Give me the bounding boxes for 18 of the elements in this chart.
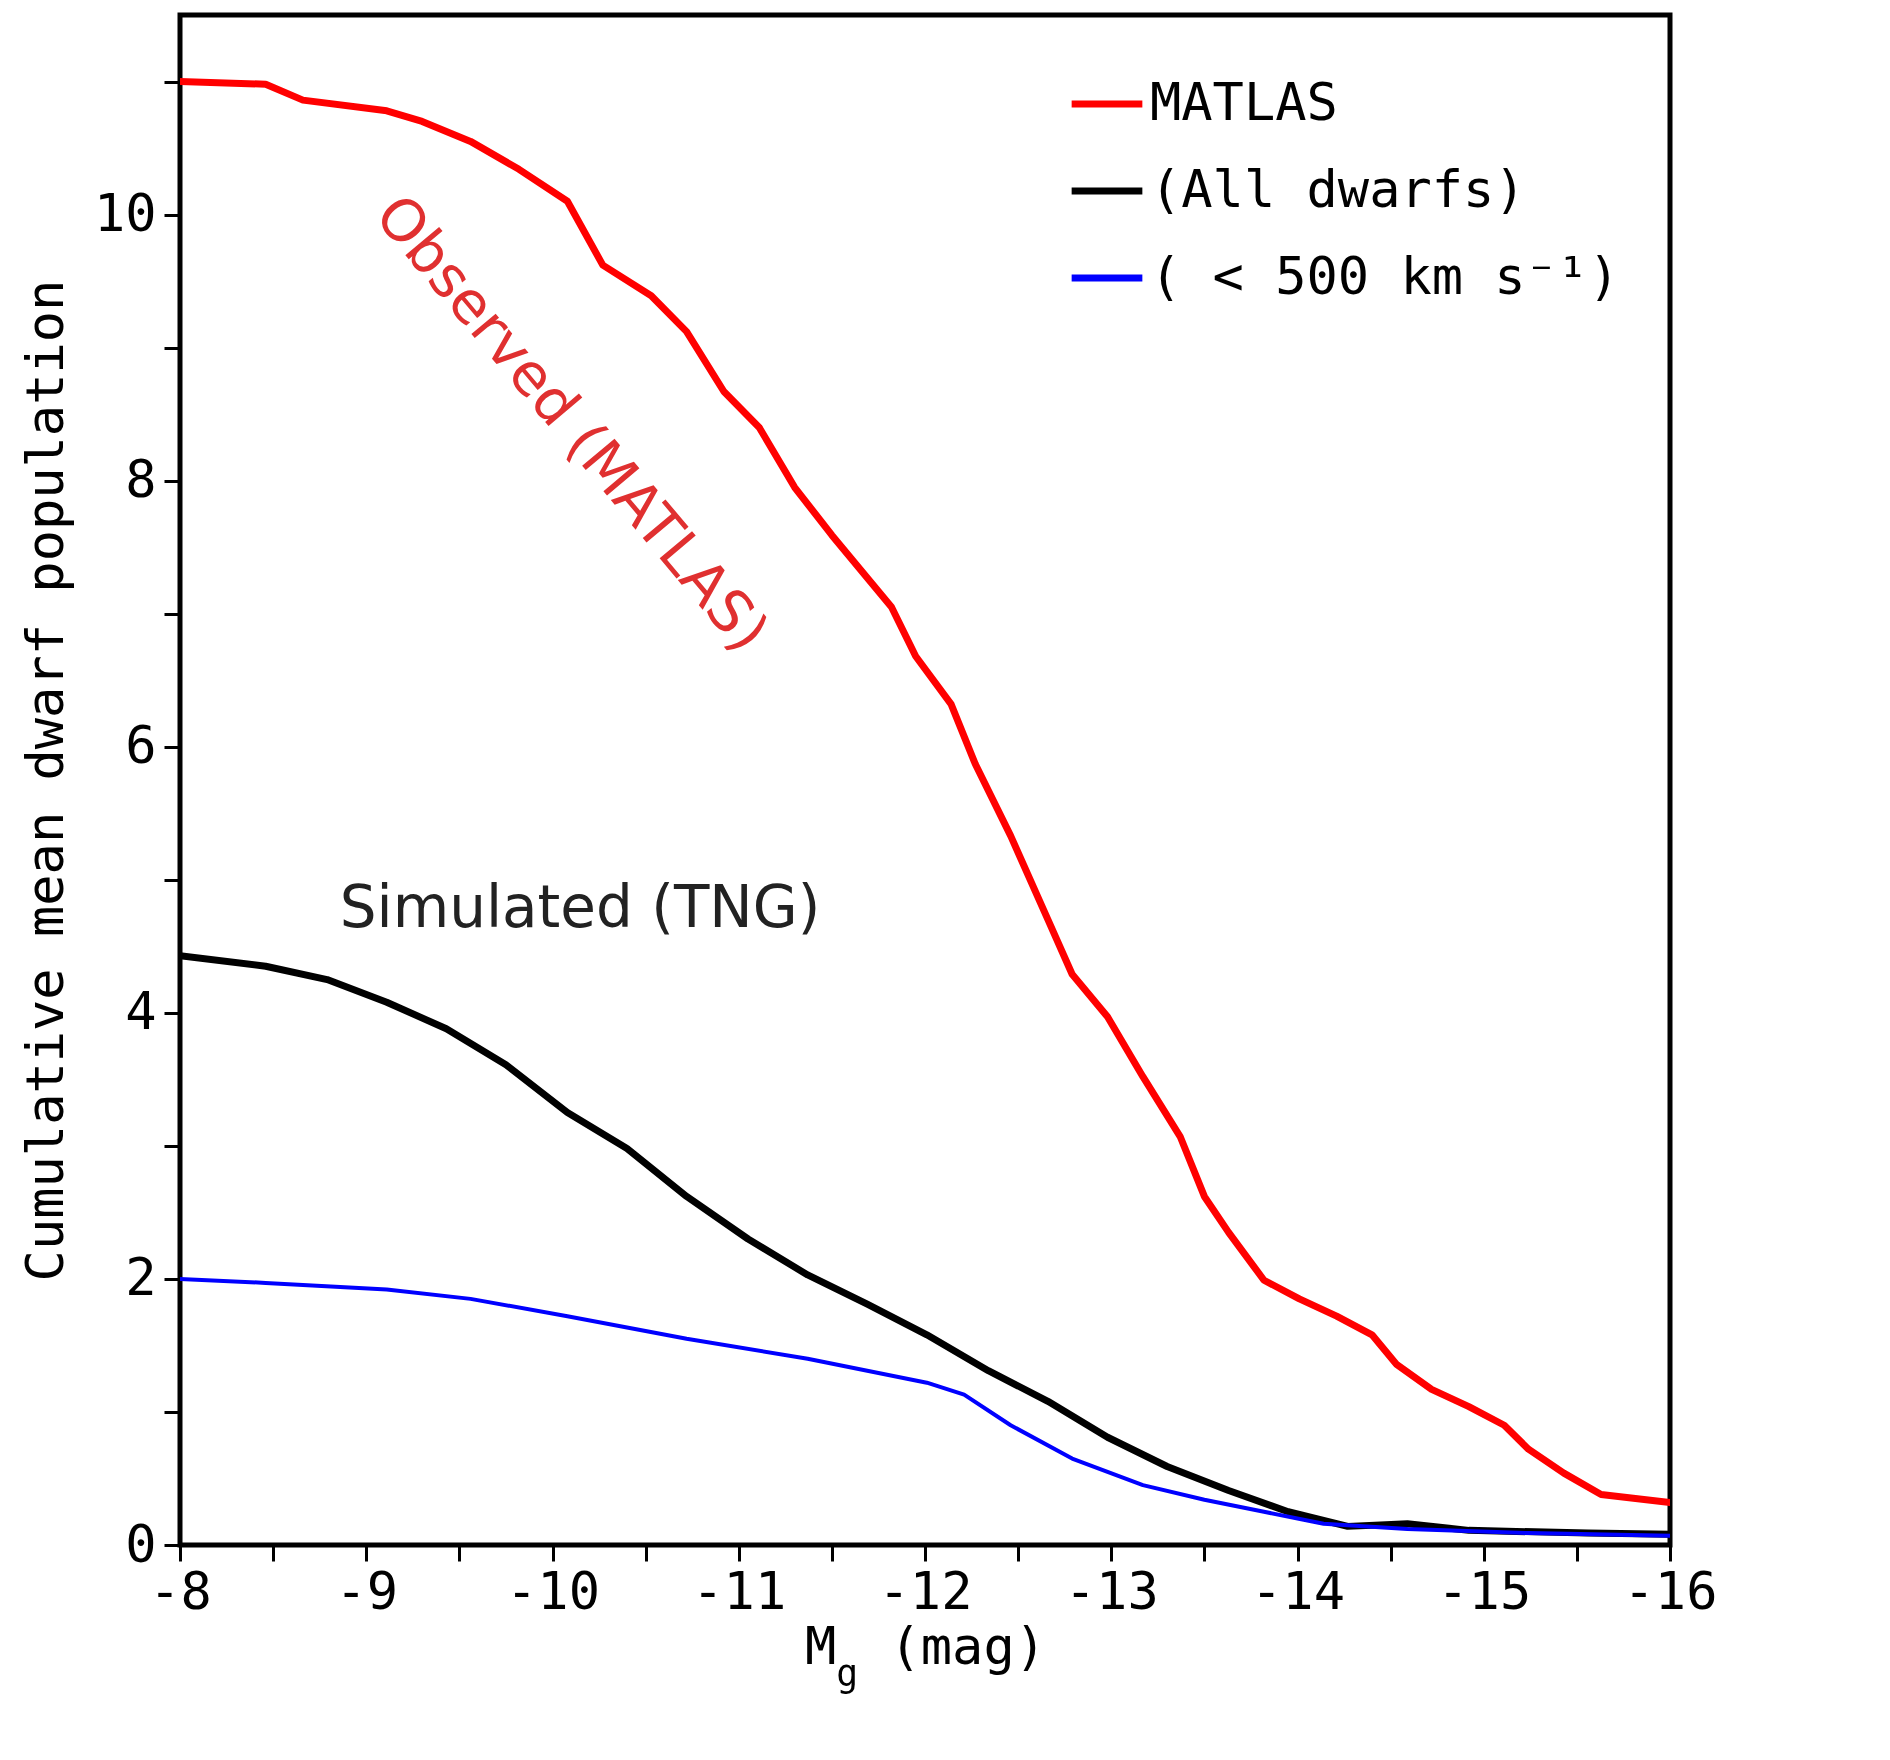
x-tick-label: -16 <box>1623 1560 1718 1621</box>
legend-label: MATLAS <box>1150 72 1338 132</box>
x-tick-label: -13 <box>1064 1560 1159 1621</box>
y-tick-label: 2 <box>125 1247 157 1308</box>
x-tick-label: -14 <box>1251 1560 1345 1621</box>
legend-label: ( < 500 km s⁻¹) <box>1150 246 1620 306</box>
y-tick-label: 6 <box>125 715 157 776</box>
y-tick-label: 4 <box>125 981 157 1042</box>
y-tick-label: 8 <box>125 449 157 510</box>
annotation: Simulated (TNG) <box>339 873 821 941</box>
x-tick-label: -11 <box>692 1560 787 1621</box>
x-tick-label: -10 <box>506 1560 600 1621</box>
x-tick-label: -9 <box>335 1560 399 1621</box>
y-tick-label: 10 <box>93 183 157 244</box>
x-tick-label: -15 <box>1437 1560 1532 1621</box>
legend-label: (All dwarfs) <box>1150 159 1526 219</box>
line-series <box>180 1276 1670 1538</box>
y-axis-title: Cumulative mean dwarf population <box>14 279 75 1282</box>
